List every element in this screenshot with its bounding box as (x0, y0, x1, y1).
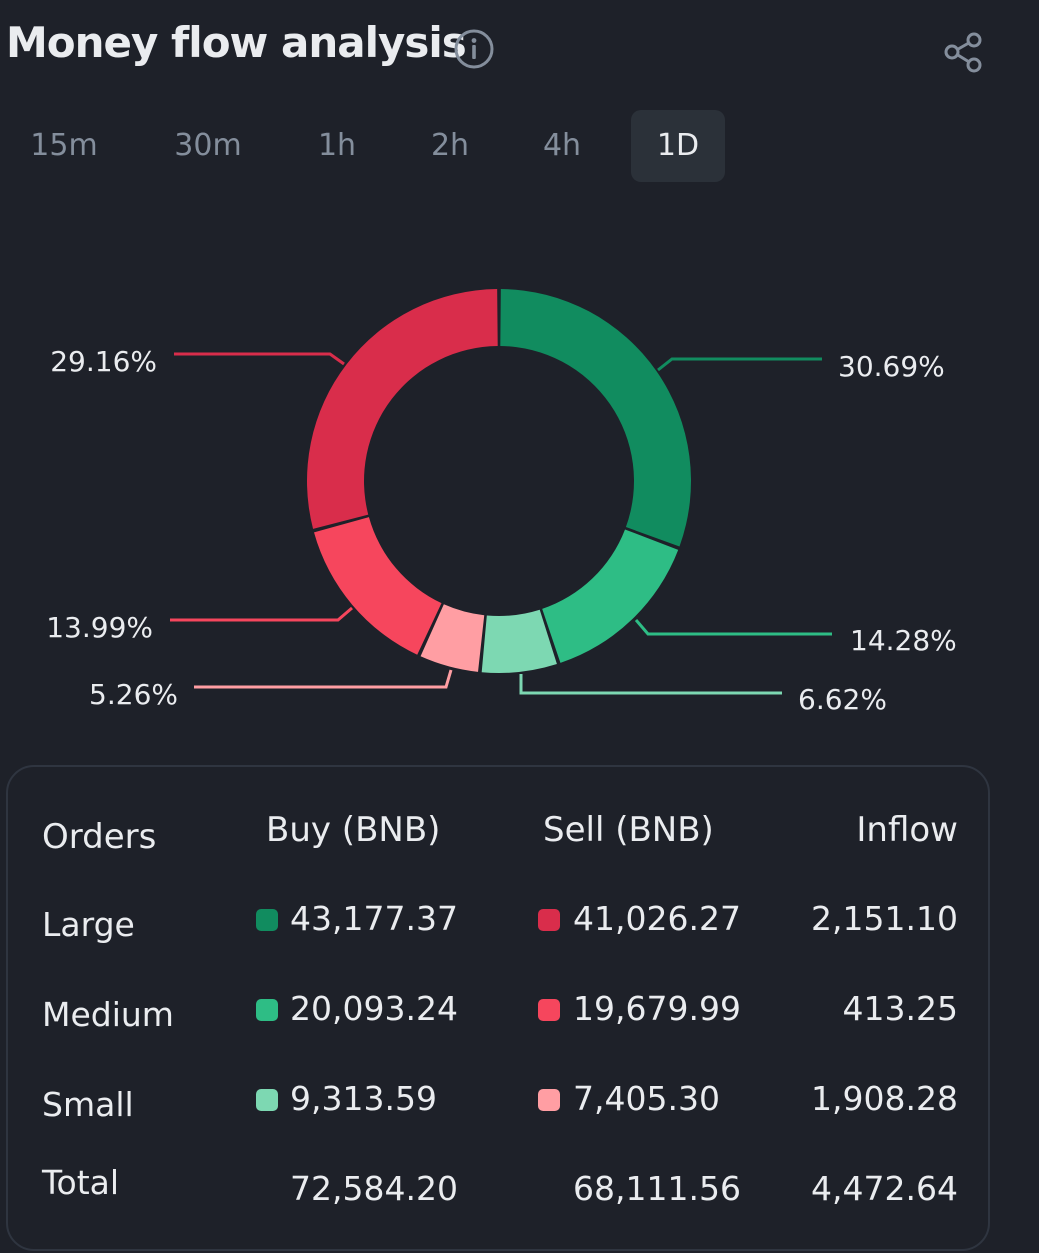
row-medium-buy: 20,093.24 (290, 989, 458, 1028)
buy-large-swatch (256, 909, 278, 931)
leader-line-large-buy (657, 357, 822, 372)
row-large-sell: 41,026.27 (573, 899, 741, 938)
donut-slice-medium-sell[interactable] (314, 517, 442, 655)
donut-slice-large-sell[interactable] (307, 289, 498, 529)
leader-line-large-sell (174, 352, 345, 366)
header-orders: Orders (42, 817, 157, 857)
donut-slices (307, 289, 691, 673)
label-large-buy: 30.69% (838, 350, 945, 383)
row-total-buy: 72,584.20 (290, 1169, 458, 1208)
sell-medium-swatch (538, 999, 560, 1021)
label-medium-sell: 13.99% (46, 611, 153, 644)
tab-1d[interactable]: 1D (631, 110, 725, 182)
timeframe-tabs: 15m 30m 1h 2h 4h 1D (0, 110, 760, 182)
header-inflow: Inflow (856, 810, 958, 850)
sell-large-swatch (538, 909, 560, 931)
tab-30m[interactable]: 30m (174, 128, 242, 163)
row-total-sell: 68,111.56 (573, 1169, 741, 1208)
row-small-sell: 7,405.30 (573, 1079, 720, 1118)
page-title: Money flow analysis (6, 18, 467, 67)
row-small-label: Small (42, 1085, 134, 1124)
donut-slice-small-sell[interactable] (420, 604, 485, 672)
row-small-inflow: 1,908.28 (811, 1079, 958, 1118)
row-large-buy: 43,177.37 (290, 899, 458, 938)
row-large-label: Large (42, 905, 135, 944)
row-small-buy: 9,313.59 (290, 1079, 437, 1118)
row-medium-inflow: 413.25 (842, 989, 958, 1028)
header-buy: Buy (BNB) (266, 810, 441, 850)
leader-line-small-buy (519, 674, 782, 695)
money-flow-donut-chart: 30.69% 14.28% 6.62% 5.26% 13.99% 29.16% (46, 289, 957, 716)
sell-small-swatch (538, 1089, 560, 1111)
row-medium-sell: 19,679.99 (573, 989, 741, 1028)
tab-2h[interactable]: 2h (430, 128, 470, 163)
leader-line-small-sell (194, 669, 453, 689)
buy-small-swatch (256, 1089, 278, 1111)
label-medium-buy: 14.28% (850, 624, 957, 657)
donut-slice-small-buy[interactable] (481, 609, 557, 673)
tab-4h[interactable]: 4h (542, 128, 582, 163)
leader-line-medium-sell (170, 606, 353, 622)
donut-slice-large-buy[interactable] (500, 289, 691, 547)
leader-line-medium-buy (634, 619, 832, 636)
share-icon[interactable] (940, 28, 988, 76)
header-sell: Sell (BNB) (543, 810, 714, 850)
label-small-buy: 6.62% (798, 683, 887, 716)
row-total-label: Total (42, 1163, 120, 1202)
row-large-inflow: 2,151.10 (811, 899, 958, 938)
label-small-sell: 5.26% (89, 678, 178, 711)
row-total-inflow: 4,472.64 (811, 1169, 958, 1208)
info-icon[interactable] (453, 28, 495, 70)
tab-15m[interactable]: 15m (30, 128, 98, 163)
money-flow-table: Orders Buy (BNB) Sell (BNB) Inflow Large… (6, 765, 990, 1251)
tab-1h[interactable]: 1h (317, 128, 357, 163)
row-medium-label: Medium (42, 995, 174, 1034)
buy-medium-swatch (256, 999, 278, 1021)
label-large-sell: 29.16% (50, 345, 157, 378)
donut-slice-medium-buy[interactable] (542, 529, 679, 663)
